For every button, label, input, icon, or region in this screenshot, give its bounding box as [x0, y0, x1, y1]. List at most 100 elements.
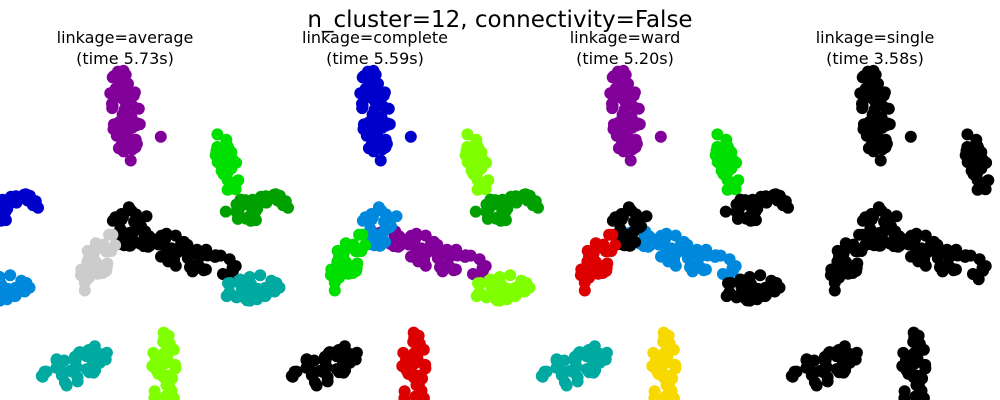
scatter-point — [83, 366, 96, 379]
scatter-point — [482, 204, 495, 217]
scatter-point — [468, 140, 481, 153]
scatter-point — [133, 118, 146, 131]
scatter-point — [26, 199, 39, 212]
scatter-point — [535, 370, 548, 382]
scatter-point — [107, 123, 120, 136]
scatter-point — [620, 95, 633, 108]
panel-average: linkage=average (time 5.73s) — [0, 28, 245, 400]
panel-time-complete: (time 5.59s) — [326, 49, 424, 68]
scatter-point — [472, 277, 484, 290]
scatter-point — [249, 287, 261, 300]
scatter-point — [866, 211, 879, 224]
scatter-point — [470, 290, 483, 303]
scatter-point — [376, 143, 389, 156]
scatter-point — [669, 259, 682, 272]
scatter-point — [906, 232, 919, 244]
scatter-point — [582, 344, 595, 356]
scatter-point — [495, 278, 508, 291]
scatter-point — [604, 87, 617, 100]
panel-ward: linkage=ward (time 5.20s) — [469, 28, 745, 400]
scatter-point — [308, 354, 321, 367]
scatter-point — [711, 154, 724, 166]
scatter-plot-single — [719, 64, 995, 400]
scatter-point — [100, 264, 113, 277]
scatter-point — [120, 95, 133, 108]
scatter-point — [574, 269, 587, 282]
scatter-point — [805, 366, 818, 379]
scatter-point — [857, 70, 870, 83]
scatter-point — [720, 290, 733, 303]
scatter-point — [872, 119, 885, 132]
scatter-point — [406, 232, 419, 244]
scatter-plot-average — [0, 64, 245, 400]
scatter-point — [58, 354, 71, 367]
scatter-point — [249, 214, 262, 227]
scatter-point — [558, 354, 571, 367]
scatter-point — [652, 358, 665, 371]
scatter-point — [0, 294, 2, 302]
scatter-point — [69, 350, 82, 363]
scatter-point — [857, 123, 870, 136]
scatter-point — [842, 241, 855, 254]
scatter-point — [0, 199, 12, 212]
scatter-point — [230, 291, 243, 304]
scatter-point — [103, 228, 116, 241]
scatter-point — [749, 199, 762, 212]
scatter-point — [499, 287, 511, 300]
scatter-point — [379, 133, 392, 146]
scatter-point — [607, 123, 620, 136]
scatter-point — [154, 130, 167, 143]
scatter-point — [489, 292, 502, 305]
scatter-point — [633, 118, 646, 131]
scatter-point — [332, 344, 345, 356]
scatter-point — [732, 204, 745, 217]
scatter-point — [971, 183, 984, 196]
panel-title-single: linkage=single — [816, 28, 935, 47]
scatter-point — [324, 269, 337, 282]
scatter-point — [441, 243, 453, 256]
scatter-point — [622, 119, 635, 132]
scatter-point — [964, 249, 977, 262]
scatter-point — [609, 239, 622, 252]
scatter-point — [354, 87, 367, 100]
scatter-point — [606, 99, 619, 112]
scatter-point — [396, 232, 409, 245]
scatter-point — [397, 346, 410, 359]
scatter-point — [412, 379, 425, 392]
scatter-point — [485, 195, 498, 208]
scatter-point — [477, 264, 489, 277]
scatter-point — [874, 154, 887, 167]
scatter-point — [719, 205, 732, 218]
scatter-point — [328, 284, 341, 297]
scatter-point — [469, 205, 482, 218]
scatter-point — [592, 241, 605, 254]
scatter-point — [973, 151, 985, 163]
scatter-point — [334, 261, 347, 274]
scatter-point — [510, 287, 523, 300]
scatter-point — [175, 237, 188, 250]
scatter-point — [239, 292, 252, 305]
scatter-point — [833, 366, 846, 379]
scatter-point — [499, 214, 512, 227]
scatter-point — [109, 239, 122, 252]
scatter-point — [607, 70, 620, 83]
scatter-point — [357, 123, 370, 136]
scatter-point — [359, 239, 372, 252]
scatter-point — [523, 281, 536, 294]
scatter-point — [625, 204, 638, 217]
scatter-point — [413, 396, 426, 400]
scatter-point — [160, 242, 173, 255]
panel-title-average: linkage=average — [57, 28, 194, 47]
scatter-point — [660, 242, 673, 255]
scatter-point — [504, 269, 517, 282]
scatter-point — [87, 356, 99, 369]
scatter-point — [837, 356, 849, 369]
scatter-point — [612, 142, 625, 155]
scatter-point — [200, 243, 213, 256]
scatter-point — [739, 292, 752, 305]
scatter-point — [961, 154, 974, 166]
scatter-point — [635, 220, 647, 233]
panel-complete: linkage=complete (time 5.59s) — [219, 28, 495, 400]
scatter-point — [578, 284, 591, 297]
scatter-point — [211, 154, 224, 166]
